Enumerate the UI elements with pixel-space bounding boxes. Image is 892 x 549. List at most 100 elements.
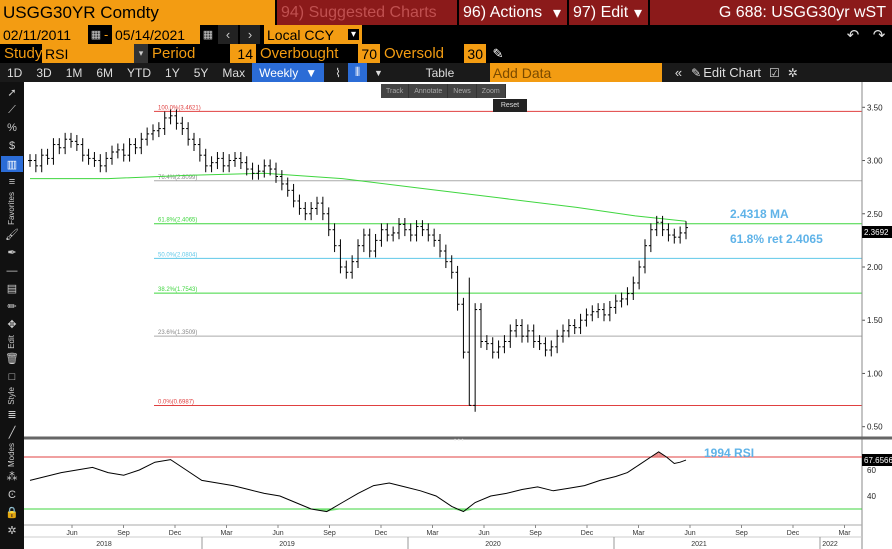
draw-line-icon[interactable]: ⟋ — [8, 103, 16, 116]
price-bar — [69, 132, 73, 148]
snap-icon[interactable]: ⁂ — [6, 471, 18, 484]
table-button[interactable]: Table — [425, 65, 455, 80]
pencil-icon[interactable]: ✎ — [691, 65, 702, 80]
x-tick-label: Jun — [272, 530, 283, 537]
suggested-charts-button[interactable]: 94) Suggested Charts — [277, 0, 457, 25]
range-5y-button[interactable]: 5Y — [193, 65, 209, 80]
price-bar — [648, 223, 653, 253]
range-6m-button[interactable]: 6M — [96, 65, 114, 80]
rsi-line — [29, 451, 687, 513]
x-tick-label: Jun — [478, 530, 489, 537]
horizontal-line-icon[interactable]: — — [6, 264, 18, 277]
x-tick-label: Mar — [426, 530, 439, 537]
price-bar — [654, 215, 659, 237]
actions-menu[interactable]: 96) Actions ▾ — [459, 0, 567, 25]
track-mode-button[interactable]: Track — [381, 84, 410, 98]
range-1y-button[interactable]: 1Y — [165, 65, 180, 80]
start-date-field[interactable]: 02/11/2011 — [0, 25, 88, 44]
x-tick-label: Mar — [838, 530, 851, 537]
price-bar — [508, 324, 513, 348]
price-bar — [426, 223, 431, 242]
y-tick-label: 1.50 — [867, 316, 883, 325]
chevron-down-icon[interactable]: ▼ — [373, 67, 383, 78]
price-bar — [619, 292, 624, 308]
price-bar — [262, 159, 267, 178]
gear-icon[interactable]: ✲ — [787, 65, 798, 80]
line-style-icon[interactable]: ≣ — [7, 409, 17, 421]
end-date-field[interactable]: 05/14/2021 — [112, 25, 200, 44]
draw-icon[interactable]: ✏ — [7, 301, 17, 314]
y-tick-label: 3.50 — [867, 103, 883, 112]
chevron-down-icon[interactable]: ▾ — [134, 44, 148, 63]
rsi-oversold-fill — [451, 509, 464, 512]
add-data-input[interactable]: Add Data — [489, 63, 662, 82]
study-field[interactable]: RSI — [42, 44, 134, 63]
bar-chart-icon[interactable]: ⫴ — [347, 63, 367, 82]
range-1m-button[interactable]: 1M — [65, 65, 83, 80]
price-bar — [408, 223, 413, 242]
range-max-button[interactable]: Max — [222, 65, 246, 80]
price-bar — [33, 154, 38, 173]
dollar-icon[interactable]: $ — [8, 140, 16, 152]
annotate-mode-button[interactable]: Annotate — [409, 84, 449, 98]
bars-icon[interactable]: ▥ — [1, 156, 23, 172]
news-mode-button[interactable]: News — [448, 84, 477, 98]
price-bar — [121, 143, 126, 162]
range-ytd-button[interactable]: YTD — [127, 65, 152, 80]
reset-button[interactable]: Reset — [493, 99, 527, 112]
price-bar — [326, 207, 331, 237]
settings-icon[interactable]: ✲ — [7, 525, 17, 538]
x-tick-label: Mar — [632, 530, 645, 537]
zoom-mode-button[interactable]: Zoom — [477, 84, 506, 98]
oversold-field[interactable]: 30 — [464, 44, 486, 63]
price-bar — [496, 340, 501, 359]
fib-icon[interactable]: ≡ — [8, 176, 16, 188]
pencil-icon[interactable]: ✎ — [492, 45, 504, 61]
edit-menu[interactable]: 97) Edit ▾ — [569, 0, 648, 25]
percent-icon[interactable]: % — [7, 122, 17, 134]
date-bar: 02/11/2011 ▦ - 05/14/2021 ▦ ‹ › Local CC… — [0, 25, 892, 44]
retracement-annotation: 61.8% ret 2.4065 — [730, 232, 823, 246]
next-arrow-icon[interactable]: › — [240, 25, 260, 44]
year-label: 2021 — [691, 541, 707, 548]
diagonal-icon[interactable]: ╱ — [8, 427, 16, 439]
currency-select[interactable]: Local CCY ▾ — [264, 25, 362, 44]
calendar-icon[interactable]: ▦ — [202, 29, 214, 41]
square-icon[interactable]: □ — [8, 370, 16, 383]
price-bar — [115, 143, 120, 159]
chart-area[interactable]: 100.0%(3.4621) 76.4%(2.8099) 61.8%(2.4065)… — [24, 82, 892, 549]
price-bar — [578, 313, 583, 335]
price-bar — [443, 244, 448, 269]
period-field[interactable]: 14 — [230, 44, 256, 63]
line-chart-icon[interactable]: ⌇ — [335, 65, 341, 80]
price-bar — [397, 218, 401, 240]
ticker-field[interactable]: USGG30YR Comdty — [0, 0, 275, 25]
pen-icon[interactable]: ✒ — [7, 247, 17, 260]
channel-icon[interactable]: ▤ — [6, 283, 18, 296]
edit-box-icon[interactable]: ☑ — [769, 65, 780, 80]
calendar-icon[interactable]: ▦ — [90, 29, 102, 41]
svg-text:• • •: • • • — [454, 438, 464, 444]
range-3d-button[interactable]: 3D — [36, 65, 52, 80]
cursor-icon[interactable]: ➚ — [7, 86, 17, 99]
price-bar — [379, 223, 384, 247]
overbought-field[interactable]: 70 — [358, 44, 380, 63]
rsi-current-tag: 67.6566 — [864, 456, 892, 465]
period-label: Period — [152, 45, 196, 62]
undo-icon[interactable]: ↶ — [846, 26, 860, 44]
magnet-icon[interactable]: Ͼ — [8, 488, 16, 501]
trash-icon[interactable]: 🗑 — [5, 353, 19, 366]
brush-icon[interactable]: 🖌 — [5, 229, 19, 242]
redo-icon[interactable]: ↷ — [872, 26, 886, 44]
prev-arrow-icon[interactable]: ‹ — [218, 25, 238, 44]
year-label: 2019 — [279, 541, 295, 548]
fib-level-label: 76.4%(2.8099) — [158, 175, 197, 181]
edit-chart-button[interactable]: Edit Chart — [703, 65, 762, 80]
double-chevron-left-icon[interactable]: « — [674, 65, 683, 80]
frequency-select[interactable]: Weekly ▼ — [252, 63, 325, 82]
price-bar — [467, 277, 472, 406]
move-icon[interactable]: ✥ — [7, 319, 17, 332]
lock-icon[interactable]: 🔒 — [5, 507, 19, 520]
range-1d-button[interactable]: 1D — [7, 65, 23, 80]
price-bar — [162, 111, 167, 135]
